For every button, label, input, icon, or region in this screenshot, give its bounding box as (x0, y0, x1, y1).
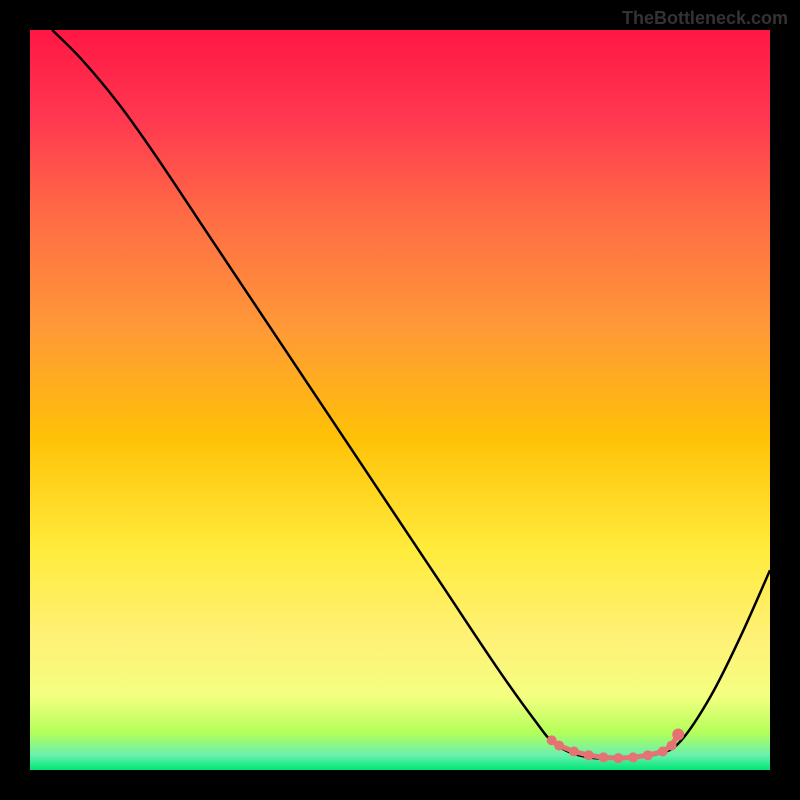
bottleneck-curve (52, 30, 770, 759)
plot-area (30, 30, 770, 770)
highlight-marker (584, 750, 594, 760)
highlight-marker (613, 753, 623, 763)
highlight-marker (628, 752, 638, 762)
highlight-marker (667, 741, 677, 751)
highlight-band-markers (547, 728, 685, 763)
highlight-marker (554, 741, 564, 751)
highlight-marker (569, 747, 579, 757)
watermark-text: TheBottleneck.com (622, 8, 788, 29)
highlight-endpoint-marker (672, 728, 684, 740)
highlight-marker (658, 747, 668, 757)
curve-layer (30, 30, 770, 770)
highlight-marker (599, 752, 609, 762)
highlight-marker (643, 750, 653, 760)
